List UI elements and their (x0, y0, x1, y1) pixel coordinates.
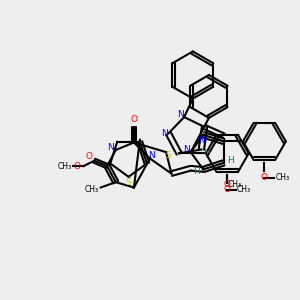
Text: N: N (178, 110, 184, 119)
Text: N: N (148, 151, 154, 160)
Text: O: O (224, 180, 231, 189)
Text: O: O (130, 116, 137, 124)
Text: S: S (126, 178, 131, 187)
Text: H: H (203, 148, 210, 157)
Text: O: O (224, 185, 231, 194)
Text: N: N (198, 136, 205, 145)
Text: CH₃: CH₃ (275, 173, 290, 182)
Text: O: O (261, 173, 268, 182)
Text: O: O (85, 152, 92, 161)
Text: CH₃: CH₃ (57, 162, 71, 171)
Text: N: N (107, 143, 114, 152)
Text: CH₃: CH₃ (228, 180, 242, 189)
Text: S: S (165, 151, 171, 160)
Text: CH₃: CH₃ (85, 185, 99, 194)
Text: N: N (183, 146, 190, 154)
Text: N: N (161, 129, 167, 138)
Text: O: O (74, 162, 81, 171)
Text: CH₃: CH₃ (236, 185, 250, 194)
Text: H: H (227, 156, 233, 165)
Text: H: H (193, 167, 200, 176)
